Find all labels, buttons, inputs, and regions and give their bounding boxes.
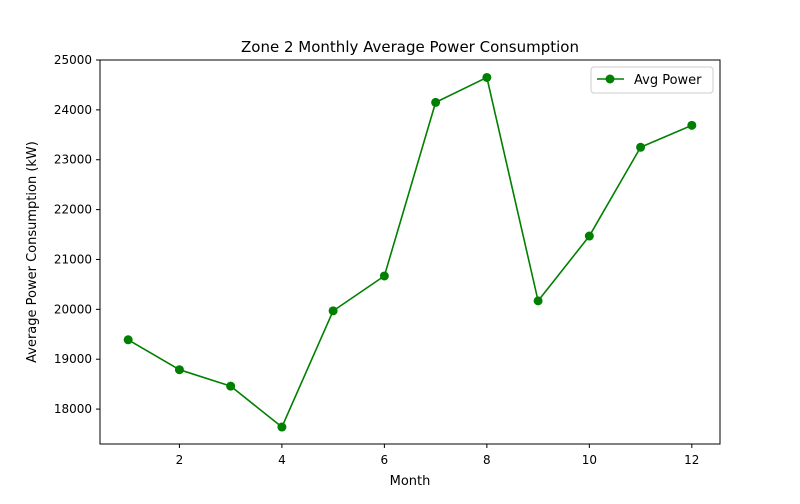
- data-point: [379, 271, 389, 281]
- data-point: [431, 97, 441, 107]
- x-tick-label: 8: [483, 453, 491, 467]
- data-point: [123, 335, 133, 345]
- y-tick-label: 25000: [54, 53, 92, 67]
- chart-title: Zone 2 Monthly Average Power Consumption: [241, 38, 579, 56]
- legend-marker: [605, 74, 615, 84]
- series-line: [127, 76, 693, 428]
- y-axis-label: Average Power Consumption (kW): [25, 141, 40, 363]
- data-point: [277, 422, 287, 432]
- data-point: [687, 120, 697, 130]
- y-tick-label: 24000: [54, 103, 92, 117]
- legend-box: [590, 66, 714, 94]
- x-tick-label: 12: [684, 453, 699, 467]
- y-tick-label: 22000: [54, 203, 92, 217]
- data-point: [584, 231, 594, 241]
- y-tick-label: 19000: [54, 352, 92, 366]
- x-axis-label: Month: [390, 474, 431, 489]
- x-tick-label: 4: [278, 453, 286, 467]
- data-point: [533, 296, 543, 306]
- x-tick-label: 2: [176, 453, 184, 467]
- y-tick-label: 20000: [54, 302, 92, 316]
- data-point: [328, 306, 338, 316]
- x-tick-label: 6: [381, 453, 389, 467]
- data-point: [226, 381, 236, 391]
- y-tick-label: 23000: [54, 153, 92, 167]
- legend-label: Avg Power: [634, 73, 702, 88]
- data-point: [174, 365, 184, 375]
- x-tick-label: 10: [582, 453, 597, 467]
- data-point: [482, 72, 492, 82]
- legend: Avg Power: [590, 66, 714, 94]
- data-point: [636, 142, 646, 152]
- plot-frame: [99, 59, 721, 445]
- y-tick-label: 18000: [54, 402, 92, 416]
- y-tick-label: 21000: [54, 252, 92, 266]
